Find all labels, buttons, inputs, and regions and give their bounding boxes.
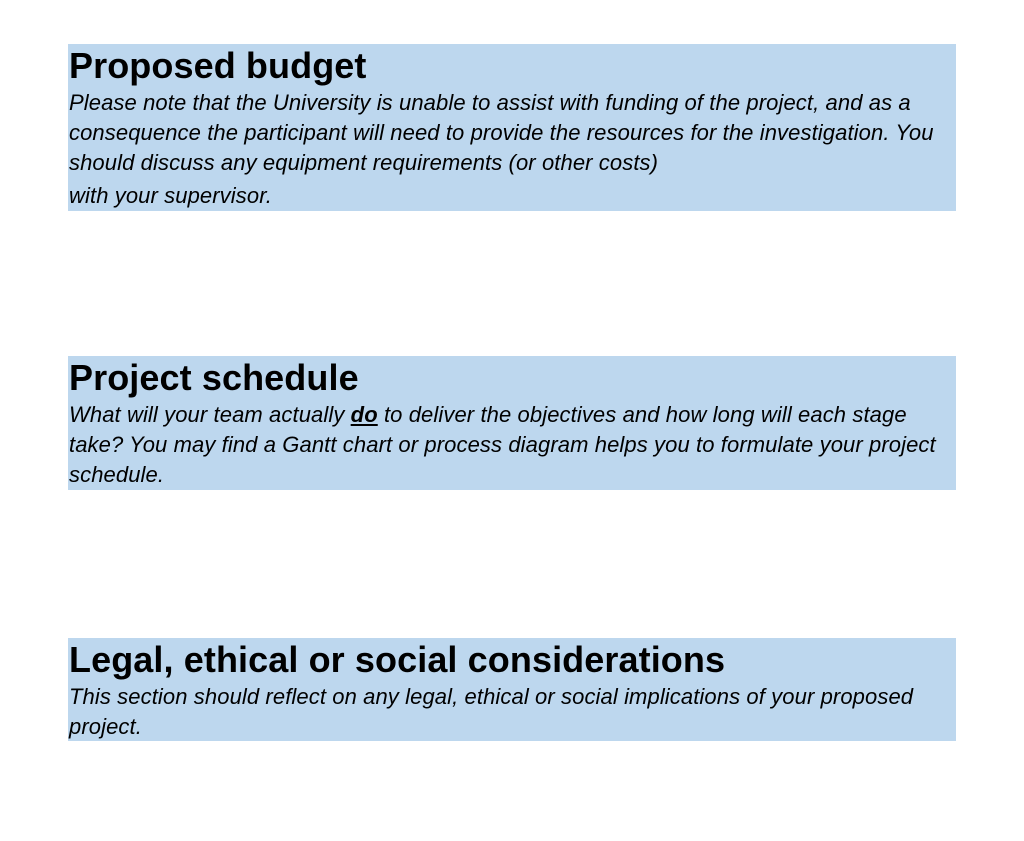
proposed-budget-text-tail: with your supervisor.: [69, 183, 273, 208]
proposed-budget-text: Please note that the University is unabl…: [69, 88, 956, 211]
project-schedule-text: What will your team actually do to deliv…: [69, 400, 956, 490]
project-schedule-emphasis: do: [350, 402, 378, 427]
project-schedule-text-post: to deliver the objectives and how long w…: [69, 402, 936, 487]
project-schedule-text-pre: What will your team actually: [69, 402, 351, 427]
project-schedule-heading: Project schedule: [69, 357, 359, 398]
proposed-budget-section: Proposed budget Please note that the Uni…: [68, 44, 956, 211]
legal-considerations-text: This section should reflect on any legal…: [69, 684, 914, 739]
proposed-budget-heading: Proposed budget: [69, 45, 367, 86]
project-schedule-section: Project schedule What will your team act…: [68, 356, 956, 490]
proposed-budget-text-main: Please note that the University is unabl…: [69, 90, 934, 175]
legal-considerations-section: Legal, ethical or social considerations …: [68, 638, 956, 741]
legal-considerations-heading: Legal, ethical or social considerations: [69, 639, 726, 680]
